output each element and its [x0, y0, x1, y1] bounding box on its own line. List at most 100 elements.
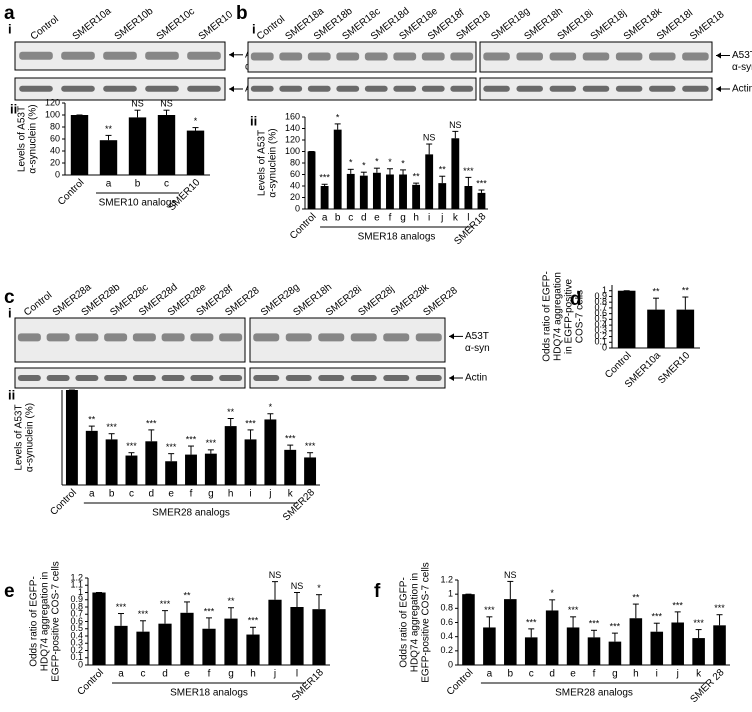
band-label: α-syn — [732, 62, 752, 73]
lane-label: SMER18 — [688, 9, 727, 43]
x-tick-label: f — [389, 213, 392, 224]
band — [450, 85, 474, 92]
bar — [224, 618, 238, 665]
significance: ** — [439, 165, 447, 175]
bar — [92, 592, 106, 665]
band — [307, 52, 331, 61]
band — [364, 85, 388, 92]
y-tick-label: 0.4 — [70, 630, 83, 640]
subpanel-label: ii — [10, 101, 17, 116]
band — [145, 51, 179, 60]
significance: *** — [126, 441, 137, 451]
band-label: A53T — [732, 50, 752, 61]
bar — [504, 599, 517, 665]
y-tick-label: 0.9 — [70, 594, 83, 604]
y-tick-label: 1 — [78, 587, 83, 597]
band — [615, 52, 643, 61]
y-tick-label: 80 — [290, 157, 300, 167]
bar — [483, 627, 496, 665]
band — [75, 375, 99, 381]
significance: ** — [227, 407, 235, 417]
significance: *** — [652, 612, 663, 622]
y-tick-label: 60 — [290, 169, 300, 179]
band — [318, 333, 345, 342]
y-tick-label: 0.2 — [70, 645, 83, 655]
significance: ** — [632, 592, 640, 602]
x-tick-label: i — [656, 669, 658, 680]
x-tick-label: k — [453, 213, 459, 224]
significance: ** — [413, 172, 421, 182]
x-tick-label: a — [89, 489, 95, 500]
group-label: SMER18 analogs — [170, 688, 248, 699]
significance: *** — [305, 441, 316, 451]
significance: ** — [105, 124, 113, 134]
y-tick-label: 80 — [50, 121, 60, 131]
bar — [650, 631, 664, 665]
subpanel-label: ii — [8, 387, 15, 402]
y-tick-label: 0.3 — [70, 638, 83, 648]
x-tick-label: d — [162, 669, 168, 680]
bar — [65, 390, 78, 485]
significance: * — [336, 112, 340, 122]
y-tick-label: 1.2 — [70, 572, 83, 582]
y-axis-label: EGFP-positive COS-7 cells — [421, 562, 432, 683]
band — [364, 52, 388, 61]
panel-letter: f — [374, 581, 381, 602]
band — [516, 52, 543, 61]
y-tick-label: 0.6 — [440, 617, 453, 627]
bar — [671, 622, 684, 665]
x-tick-label: e — [374, 213, 380, 224]
band — [383, 375, 410, 381]
x-tick-label: f — [190, 489, 193, 500]
y-tick-label: 0.6 — [594, 308, 607, 318]
significance: *** — [568, 605, 579, 615]
significance: *** — [589, 619, 600, 629]
x-tick-label: Control — [288, 211, 319, 242]
significance: * — [194, 116, 198, 126]
x-tick-label: j — [268, 489, 271, 500]
y-tick-label: 0.4 — [440, 631, 453, 641]
x-tick-label: f — [208, 669, 211, 680]
significance: *** — [526, 617, 537, 627]
bar — [145, 441, 158, 485]
band — [132, 333, 156, 342]
band — [190, 333, 214, 342]
band — [17, 333, 41, 342]
significance: *** — [206, 438, 217, 448]
x-tick-label: a — [118, 669, 124, 680]
band-label: α-syn — [465, 343, 490, 354]
x-tick-label: c — [141, 669, 146, 680]
x-tick-label: Control — [48, 487, 79, 518]
bar — [587, 637, 601, 665]
bar — [425, 154, 434, 209]
y-axis-label: α-synuclein (%) — [268, 128, 279, 197]
x-tick-label: g — [612, 669, 618, 680]
band — [253, 333, 280, 342]
x-tick-label: b — [508, 669, 514, 680]
y-axis-label: Levels of A53T — [257, 130, 268, 196]
band — [285, 333, 312, 342]
significance: NS — [160, 99, 173, 109]
band-label: Actin — [732, 84, 752, 95]
significance: ** — [183, 590, 191, 600]
y-tick-label: 0.2 — [440, 645, 453, 655]
bar — [629, 618, 643, 665]
significance: *** — [484, 605, 495, 615]
subpanel-label: i — [8, 21, 12, 36]
significance: *** — [319, 173, 330, 183]
band — [615, 85, 643, 92]
arrow-head — [716, 52, 721, 59]
bar — [268, 599, 282, 665]
y-tick-label: 0 — [295, 203, 300, 213]
y-axis-label: Odds ratio of EGFP- — [399, 577, 410, 668]
bar — [524, 637, 538, 665]
band — [103, 51, 137, 60]
band — [285, 375, 312, 381]
band — [19, 85, 53, 92]
x-tick-label: k — [696, 669, 702, 680]
lane-label: Control — [255, 14, 287, 43]
blot-strip — [14, 367, 246, 389]
y-axis-label: Odds ratio of EGFP- — [542, 271, 553, 362]
band — [250, 52, 274, 61]
y-tick-label: 0.5 — [70, 623, 83, 633]
